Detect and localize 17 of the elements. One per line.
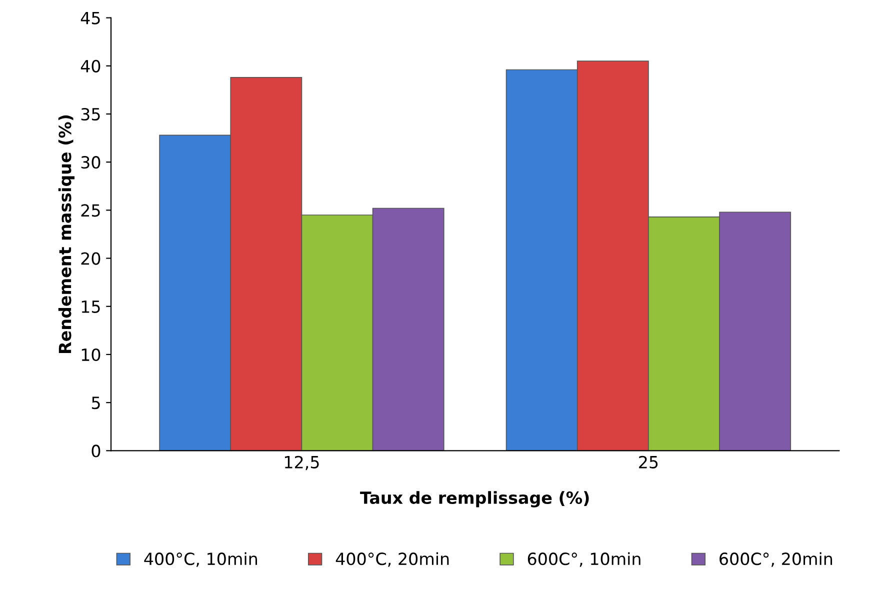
legend-label: 600C°, 20min	[720, 552, 832, 567]
y-tick-label: 35	[81, 108, 100, 121]
y-tick-label: 40	[80, 60, 100, 72]
y-tick-label: 5	[92, 396, 100, 410]
y-tick-label: 45	[80, 12, 100, 24]
x-axis-title: Taux de remplissage (%)	[360, 491, 589, 508]
legend-label: 400°C, 20min	[336, 552, 449, 567]
y-tick-label: 10	[82, 348, 100, 362]
y-tick-label: 25	[81, 204, 100, 217]
y-tick-label: 20	[81, 252, 100, 265]
y-tick-label: 15	[82, 300, 100, 313]
y-axis-title: Rendement massique (%)	[58, 115, 75, 353]
x-tick-label: 12,5	[284, 456, 319, 470]
legend-label: 400°C, 10min	[144, 552, 257, 567]
legend-label: 600C°, 10min	[528, 552, 640, 567]
y-tick-label: 0	[92, 444, 100, 458]
y-tick-label: 30	[81, 156, 100, 169]
